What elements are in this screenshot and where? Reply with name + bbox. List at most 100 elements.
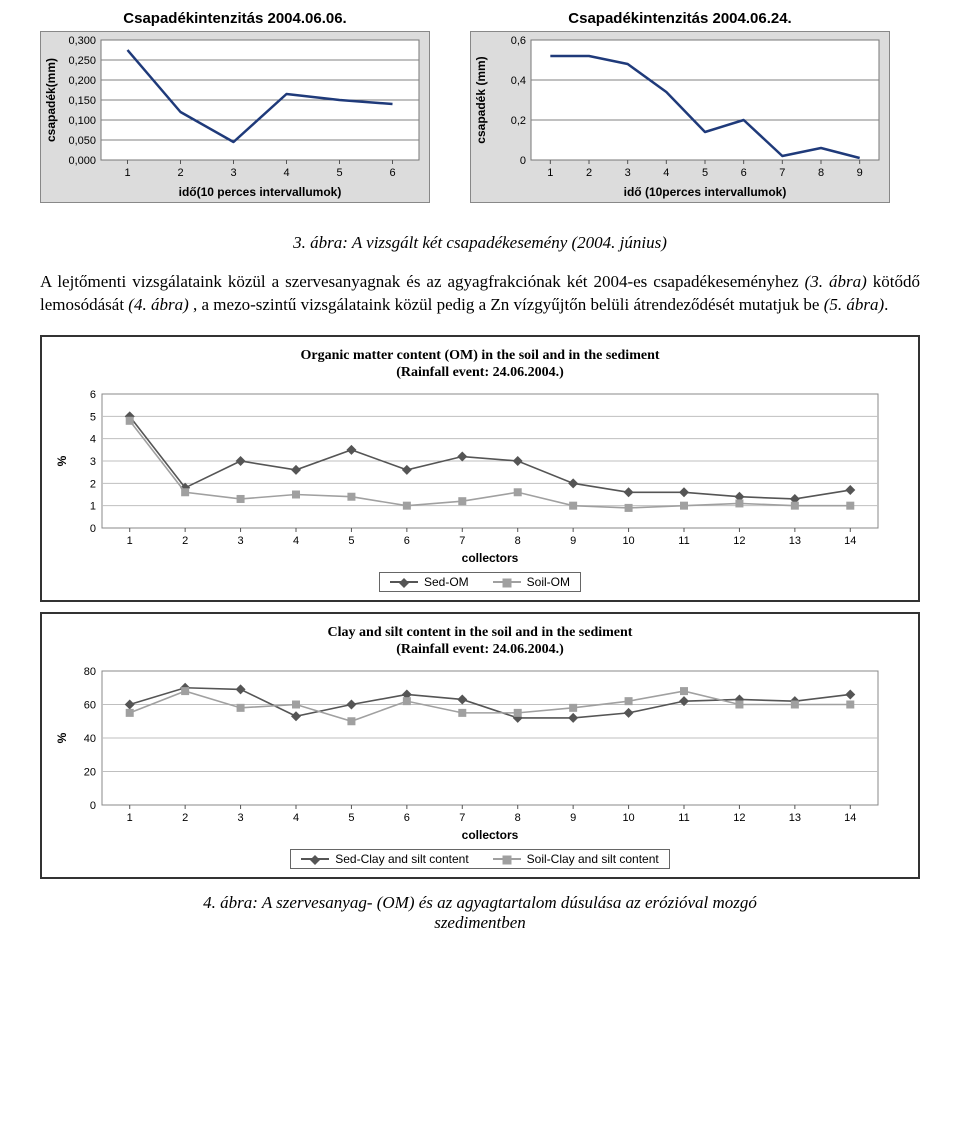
svg-text:60: 60 — [84, 699, 96, 711]
svg-text:4: 4 — [663, 167, 669, 179]
fig4-caption-line1: 4. ábra: A szervesanyag- (OM) és az agya… — [203, 893, 757, 912]
svg-text:3: 3 — [90, 456, 96, 468]
svg-text:9: 9 — [570, 812, 576, 824]
figure-3-caption: 3. ábra: A vizsgált két csapadékesemény … — [40, 233, 920, 253]
square-icon — [502, 855, 511, 864]
chart-rain-0624: Csapadékintenzitás 2004.06.24. 00,20,40,… — [470, 10, 890, 203]
svg-text:2: 2 — [182, 812, 188, 824]
chart-c-title-line1: Organic matter content (OM) in the soil … — [300, 348, 659, 363]
svg-text:0,200: 0,200 — [68, 75, 96, 87]
svg-text:0,2: 0,2 — [511, 115, 526, 127]
svg-text:3: 3 — [238, 535, 244, 547]
svg-text:6: 6 — [389, 167, 395, 179]
svg-text:%: % — [55, 732, 69, 743]
svg-text:0,150: 0,150 — [68, 95, 96, 107]
chart-d-legend: Sed-Clay and silt content Soil-Clay and … — [50, 849, 910, 869]
svg-text:10: 10 — [622, 812, 634, 824]
svg-text:0,4: 0,4 — [511, 75, 526, 87]
svg-text:idő(10 perces intervallumok): idő(10 perces intervallumok) — [179, 185, 342, 199]
svg-text:7: 7 — [779, 167, 785, 179]
svg-text:%: % — [55, 455, 69, 466]
svg-text:csapadék(mm): csapadék(mm) — [44, 58, 58, 142]
svg-text:1: 1 — [127, 535, 133, 547]
svg-text:4: 4 — [293, 812, 299, 824]
svg-text:20: 20 — [84, 766, 96, 778]
svg-text:10: 10 — [622, 535, 634, 547]
figure-4-caption: 4. ábra: A szervesanyag- (OM) és az agya… — [40, 893, 920, 933]
svg-text:4: 4 — [283, 167, 289, 179]
legend-sed-om-label: Sed-OM — [424, 575, 469, 589]
svg-text:7: 7 — [459, 812, 465, 824]
body-paragraph: A lejtőmenti vizsgálataink közül a szerv… — [40, 271, 920, 317]
diamond-icon — [310, 855, 320, 865]
paragraph-run3: , a mezo-szintű vizsgálataink közül pedi… — [193, 295, 824, 314]
svg-text:0: 0 — [520, 155, 526, 167]
svg-text:collectors: collectors — [462, 551, 519, 565]
chart-b-title: Csapadékintenzitás 2004.06.24. — [470, 10, 890, 27]
svg-text:80: 80 — [84, 666, 96, 678]
legend-sed-clay: Sed-Clay and silt content — [301, 852, 468, 866]
paragraph-em3: (5. ábra) — [824, 295, 884, 314]
svg-text:5: 5 — [336, 167, 342, 179]
paragraph-em2: (4. ábra) — [128, 295, 188, 314]
svg-text:5: 5 — [702, 167, 708, 179]
chart-clay-silt: Clay and silt content in the soil and in… — [40, 612, 920, 879]
legend-soil-om-label: Soil-OM — [527, 575, 570, 589]
svg-text:0,300: 0,300 — [68, 35, 96, 47]
svg-text:collectors: collectors — [462, 828, 519, 842]
top-chart-row: Csapadékintenzitás 2004.06.06. 0,0000,05… — [40, 10, 920, 203]
svg-text:3: 3 — [625, 167, 631, 179]
svg-text:6: 6 — [404, 812, 410, 824]
svg-text:0,100: 0,100 — [68, 115, 96, 127]
svg-text:6: 6 — [741, 167, 747, 179]
square-icon — [502, 578, 511, 587]
chart-om-content: Organic matter content (OM) in the soil … — [40, 335, 920, 602]
chart-d-title-line1: Clay and silt content in the soil and in… — [328, 625, 633, 640]
svg-text:0: 0 — [90, 800, 96, 812]
svg-text:3: 3 — [230, 167, 236, 179]
legend-soil-om: Soil-OM — [493, 575, 570, 589]
chart-d-title-line2: (Rainfall event: 24.06.2004.) — [396, 642, 564, 657]
diamond-icon — [399, 578, 409, 588]
svg-text:11: 11 — [678, 535, 689, 547]
chart-c-title-line2: (Rainfall event: 24.06.2004.) — [396, 365, 564, 380]
svg-text:13: 13 — [789, 812, 801, 824]
svg-text:8: 8 — [818, 167, 824, 179]
svg-text:5: 5 — [348, 535, 354, 547]
svg-text:2: 2 — [177, 167, 183, 179]
svg-text:1: 1 — [124, 167, 130, 179]
legend-sed-clay-label: Sed-Clay and silt content — [335, 852, 468, 866]
svg-text:12: 12 — [733, 812, 745, 824]
svg-text:csapadék (mm): csapadék (mm) — [474, 56, 488, 143]
svg-text:0,050: 0,050 — [68, 135, 96, 147]
paragraph-run1: A lejtőmenti vizsgálataink közül a szerv… — [40, 272, 805, 291]
svg-text:3: 3 — [238, 812, 244, 824]
paragraph-run4: . — [884, 295, 888, 314]
svg-text:12: 12 — [733, 535, 745, 547]
svg-text:11: 11 — [678, 812, 689, 824]
chart-c-title: Organic matter content (OM) in the soil … — [50, 347, 910, 382]
legend-soil-clay: Soil-Clay and silt content — [493, 852, 659, 866]
chart-c-legend: Sed-OM Soil-OM — [50, 572, 910, 592]
svg-text:2: 2 — [182, 535, 188, 547]
svg-text:4: 4 — [293, 535, 299, 547]
svg-text:8: 8 — [515, 812, 521, 824]
svg-text:2: 2 — [586, 167, 592, 179]
svg-text:8: 8 — [515, 535, 521, 547]
fig4-caption-line2: szedimentben — [434, 913, 526, 932]
svg-text:40: 40 — [84, 733, 96, 745]
svg-text:13: 13 — [789, 535, 801, 547]
svg-text:idő (10perces intervallumok): idő (10perces intervallumok) — [624, 185, 787, 199]
svg-text:0: 0 — [90, 523, 96, 535]
svg-text:6: 6 — [404, 535, 410, 547]
svg-text:9: 9 — [857, 167, 863, 179]
svg-text:7: 7 — [459, 535, 465, 547]
svg-text:1: 1 — [547, 167, 553, 179]
svg-text:9: 9 — [570, 535, 576, 547]
chart-rain-0606: Csapadékintenzitás 2004.06.06. 0,0000,05… — [40, 10, 430, 203]
svg-text:0,000: 0,000 — [68, 155, 96, 167]
chart-d-title: Clay and silt content in the soil and in… — [50, 624, 910, 659]
paragraph-em1: (3. ábra) — [805, 272, 867, 291]
svg-text:1: 1 — [127, 812, 133, 824]
legend-sed-om: Sed-OM — [390, 575, 469, 589]
